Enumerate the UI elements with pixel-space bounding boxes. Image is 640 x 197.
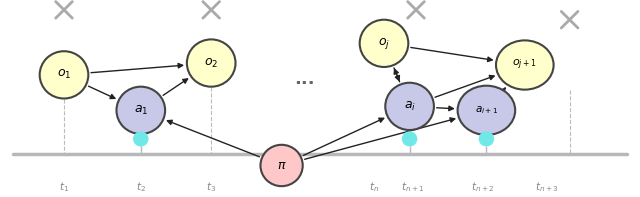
Text: $a_i$: $a_i$ xyxy=(404,100,415,113)
Text: $t_2$: $t_2$ xyxy=(136,180,146,194)
Text: $o_1$: $o_1$ xyxy=(57,68,71,81)
Text: $t_3$: $t_3$ xyxy=(206,180,216,194)
Text: $t_n$: $t_n$ xyxy=(369,180,380,194)
Text: $o_j$: $o_j$ xyxy=(378,36,390,51)
Ellipse shape xyxy=(116,87,165,134)
Text: ...: ... xyxy=(294,70,314,88)
Ellipse shape xyxy=(134,132,148,146)
Text: $\pi$: $\pi$ xyxy=(276,159,287,172)
Ellipse shape xyxy=(479,132,493,146)
Text: $a_1$: $a_1$ xyxy=(134,104,148,117)
Ellipse shape xyxy=(496,40,554,90)
Ellipse shape xyxy=(458,86,515,135)
Text: $t_{n+3}$: $t_{n+3}$ xyxy=(536,180,559,194)
Text: $o_2$: $o_2$ xyxy=(204,57,218,70)
Text: $a_{i+1}$: $a_{i+1}$ xyxy=(475,104,498,116)
Text: $o_{j+1}$: $o_{j+1}$ xyxy=(513,58,537,72)
Ellipse shape xyxy=(360,20,408,67)
Text: $t_{n+2}$: $t_{n+2}$ xyxy=(472,180,495,194)
Ellipse shape xyxy=(187,39,236,87)
Ellipse shape xyxy=(40,51,88,98)
Ellipse shape xyxy=(403,132,417,146)
Text: $t_1$: $t_1$ xyxy=(59,180,69,194)
Text: $t_{n+1}$: $t_{n+1}$ xyxy=(401,180,424,194)
Ellipse shape xyxy=(260,145,303,186)
Ellipse shape xyxy=(385,83,434,130)
